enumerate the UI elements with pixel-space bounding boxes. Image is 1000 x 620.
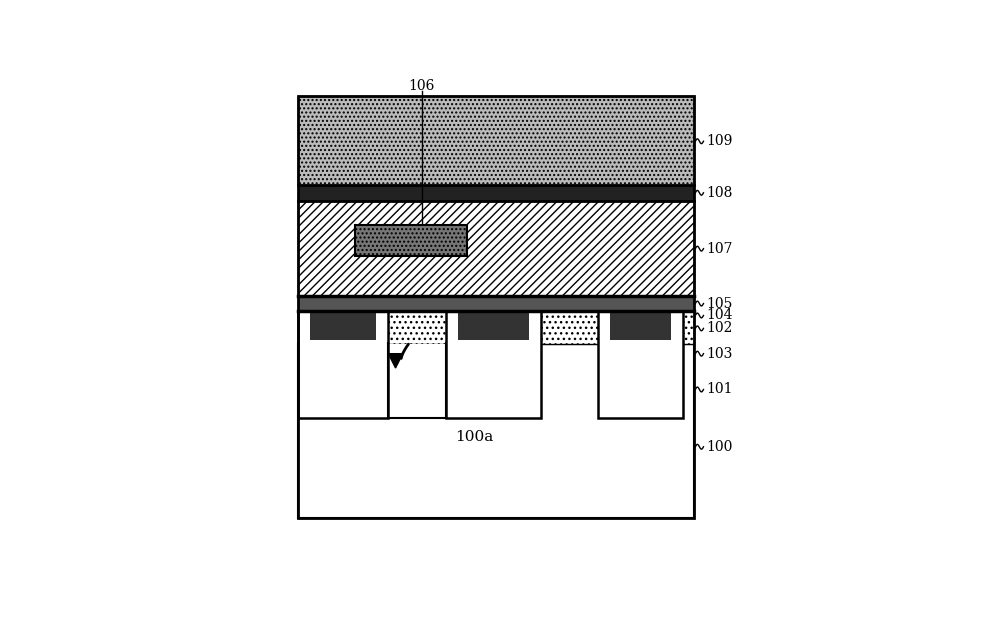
Bar	[458, 340, 529, 418]
Bar	[298, 296, 694, 311]
Bar	[610, 311, 671, 340]
Bar	[529, 311, 541, 418]
Bar	[310, 340, 376, 418]
Bar	[376, 311, 388, 418]
Bar	[458, 311, 529, 340]
Bar	[310, 311, 376, 340]
Bar	[298, 311, 310, 418]
Text: 106: 106	[409, 79, 435, 94]
Text: 109: 109	[707, 135, 733, 148]
Bar	[298, 311, 388, 418]
Text: 100a: 100a	[455, 430, 493, 444]
Bar	[298, 96, 694, 185]
Text: 108: 108	[707, 186, 733, 200]
Bar	[446, 311, 541, 418]
Text: 101: 101	[707, 383, 733, 396]
Bar	[298, 185, 694, 201]
Text: 100: 100	[707, 440, 733, 454]
Bar	[388, 344, 446, 418]
Text: 102: 102	[707, 321, 733, 335]
Bar	[298, 201, 694, 296]
Bar	[610, 340, 671, 418]
Text: 104: 104	[707, 309, 733, 322]
Text: 107: 107	[707, 242, 733, 255]
Bar	[598, 311, 683, 418]
Bar	[671, 311, 683, 418]
Bar	[598, 311, 610, 418]
Text: 103: 103	[707, 347, 733, 361]
Bar	[355, 225, 467, 256]
Bar	[298, 311, 694, 344]
Bar	[298, 96, 694, 518]
Bar	[446, 311, 458, 418]
Text: 105: 105	[707, 296, 733, 311]
Bar	[298, 344, 694, 518]
Polygon shape	[388, 353, 403, 368]
